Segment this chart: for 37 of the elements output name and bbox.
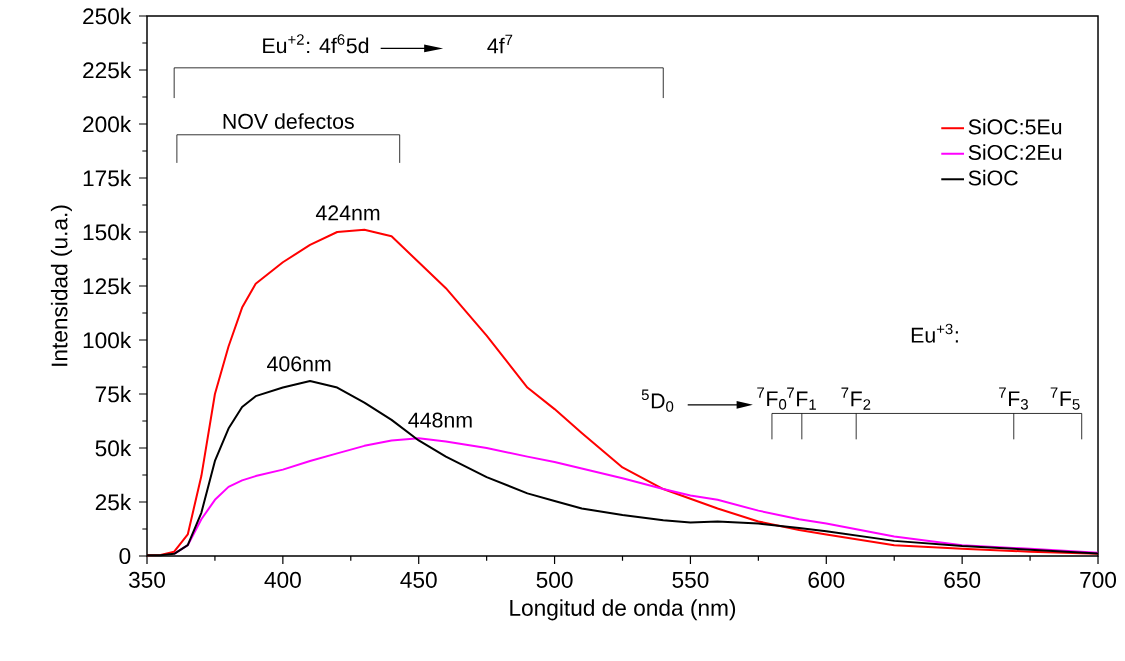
x-tick-label: 350 bbox=[128, 571, 166, 588]
x-tick-label: 650 bbox=[944, 571, 981, 588]
annotation: Eu$^{+3}$: bbox=[911, 323, 958, 343]
legend-label: SiOC:2Eu bbox=[968, 144, 1062, 160]
y-tick-label: 0 bbox=[119, 547, 131, 565]
annotation: 406nm bbox=[267, 356, 331, 372]
annotation: $^{7}$F$_{0}$ bbox=[757, 387, 787, 410]
y-tick-label: 250k bbox=[83, 7, 132, 25]
x-tick-label: 600 bbox=[808, 571, 845, 588]
y-tick-label: 200k bbox=[83, 115, 132, 133]
x-tick-label: 450 bbox=[400, 571, 437, 588]
annotation: 448nm bbox=[408, 412, 472, 428]
annotation: $^{7}$F$_{1}$ bbox=[787, 387, 816, 410]
y-tick-label: 175k bbox=[83, 169, 132, 187]
y-tick-label: 25k bbox=[95, 493, 132, 511]
y-tick-label: 75k bbox=[95, 385, 132, 403]
annotation: $^{7}$F$_{2}$ bbox=[841, 387, 871, 410]
x-axis-title: Longitud de onda (nm) bbox=[510, 599, 736, 621]
x-tick-label: 500 bbox=[536, 571, 573, 588]
annotation: 4f$^{7}$ bbox=[487, 34, 513, 54]
annotation: Eu$^{+2}$: 4f$^{6}$5d bbox=[263, 34, 369, 54]
y-tick-label: 100k bbox=[83, 331, 132, 349]
x-tick-label: 400 bbox=[264, 571, 301, 588]
x-tick-label: 550 bbox=[672, 571, 709, 588]
annotation: $^{7}$F$_{5}$ bbox=[1050, 387, 1080, 410]
annotation: $^{7}$F$_{3}$ bbox=[999, 387, 1028, 410]
legend-label: SiOC:5Eu bbox=[968, 118, 1062, 135]
annotation: 424nm bbox=[315, 205, 380, 221]
y-tick-label: 150k bbox=[83, 223, 132, 241]
y-axis-title: Intensidad (u.a.) bbox=[50, 205, 72, 366]
legend-label: SiOC bbox=[968, 169, 1018, 186]
x-tick-label: 700 bbox=[1080, 571, 1117, 588]
y-tick-label: 50k bbox=[95, 439, 132, 457]
y-tick-label: 125k bbox=[83, 277, 132, 295]
annotation: NOV defectos bbox=[223, 113, 354, 129]
annotation: $^{5}$D$_{0}$ bbox=[641, 389, 674, 412]
y-tick-label: 225k bbox=[83, 61, 132, 79]
